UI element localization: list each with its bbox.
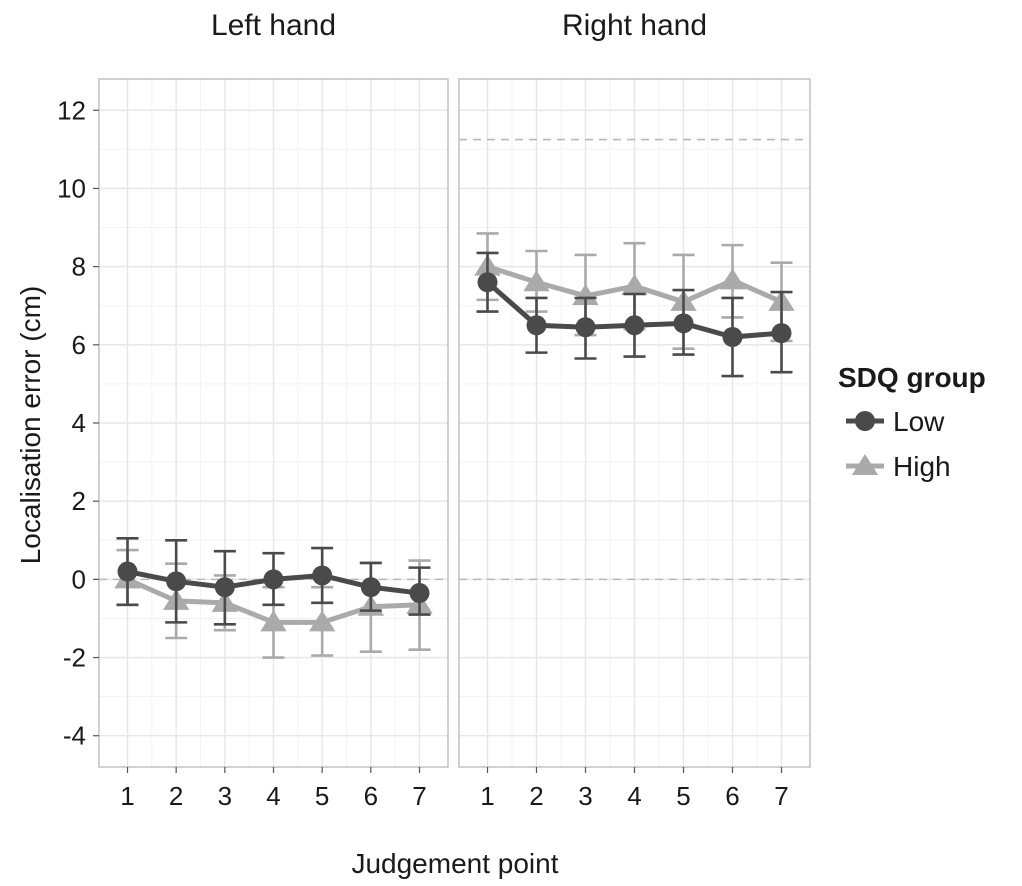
- facet-title: Right hand: [562, 9, 707, 42]
- y-tick-label: 8: [72, 252, 86, 282]
- x-tick-label: 5: [315, 781, 329, 811]
- x-tick-label: 3: [218, 781, 232, 811]
- x-tick-label: 2: [529, 781, 543, 811]
- data-point: [572, 283, 599, 305]
- x-tick-label: 4: [627, 781, 641, 811]
- legend-label: High: [893, 451, 951, 482]
- y-tick-label: -4: [63, 721, 86, 751]
- data-point: [624, 315, 645, 336]
- y-tick-label: 10: [57, 173, 86, 203]
- data-point: [308, 610, 336, 632]
- y-axis-title: Localisation error (cm): [15, 286, 46, 565]
- data-point: [360, 577, 381, 598]
- data-point: [263, 569, 284, 590]
- axes-layer: Localisation error (cm) Judgement point …: [15, 95, 559, 879]
- data-point: [771, 323, 792, 344]
- data-point: [575, 317, 596, 338]
- data-point: [117, 561, 138, 582]
- panel-right-hand: Right hand 1 2 3 4 5 6 7: [458, 9, 811, 811]
- panels-layer: Left hand 1 2 3 4 5 6 7 Right hand 1 2 3 4 5 6 7: [98, 9, 811, 811]
- y-tick-label: 0: [72, 564, 86, 594]
- y-tick-label: 6: [72, 330, 86, 360]
- series-low: [116, 537, 431, 626]
- data-point: [523, 270, 550, 292]
- y-tick-label: -2: [63, 643, 86, 673]
- x-tick-label: 6: [364, 781, 378, 811]
- legend-entry-high: High: [846, 451, 951, 482]
- legend: SDQ group Low High: [838, 362, 986, 482]
- data-point: [260, 610, 287, 632]
- legend-entries: Low High: [846, 406, 951, 482]
- y-tick-label: 12: [57, 95, 86, 125]
- data-point: [477, 272, 498, 293]
- data-point: [214, 577, 235, 598]
- x-tick-label: 1: [120, 781, 134, 811]
- legend-label: Low: [893, 406, 945, 437]
- y-tick-label: 2: [72, 486, 86, 516]
- x-tick-label: 5: [676, 781, 690, 811]
- y-tick-label: 4: [72, 408, 86, 438]
- data-point: [166, 571, 187, 592]
- x-tick-label: 3: [578, 781, 592, 811]
- legend-title: SDQ group: [838, 362, 986, 393]
- x-tick-label: 7: [412, 781, 426, 811]
- x-axis-title: Judgement point: [351, 848, 558, 879]
- x-tick-label: 7: [774, 781, 788, 811]
- facet-title: Left hand: [211, 9, 336, 42]
- data-point: [719, 268, 746, 290]
- x-tick-label: 1: [480, 781, 494, 811]
- legend-key-marker: [855, 411, 875, 431]
- data-point: [722, 327, 743, 347]
- panel-left-hand: Left hand 1 2 3 4 5 6 7: [98, 9, 449, 811]
- legend-key-marker: [851, 454, 879, 475]
- data-point: [621, 274, 648, 296]
- x-tick-label: 6: [725, 781, 739, 811]
- legend-entry-low: Low: [846, 406, 945, 437]
- series-low: [476, 251, 793, 378]
- x-tick-label: 4: [266, 781, 280, 811]
- data-point: [673, 313, 694, 334]
- data-point: [409, 583, 430, 604]
- data-point: [312, 565, 333, 586]
- data-point: [526, 315, 547, 336]
- x-tick-label: 2: [169, 781, 183, 811]
